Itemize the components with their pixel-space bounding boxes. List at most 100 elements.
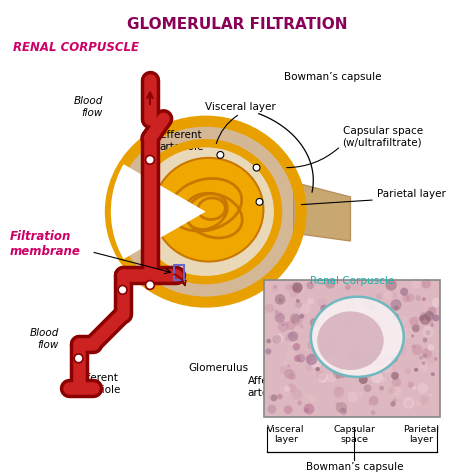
Circle shape [291, 282, 299, 291]
Circle shape [363, 313, 369, 319]
Circle shape [425, 347, 429, 351]
Circle shape [374, 321, 382, 329]
Circle shape [310, 339, 320, 350]
Circle shape [408, 382, 414, 388]
Text: Capsular space
(w/ultrafiltrate): Capsular space (w/ultrafiltrate) [343, 126, 423, 147]
Circle shape [322, 313, 329, 320]
Circle shape [381, 362, 392, 373]
Circle shape [274, 334, 283, 343]
Text: RENAL CORPUSCLE: RENAL CORPUSCLE [13, 40, 139, 54]
Circle shape [293, 288, 300, 295]
Circle shape [284, 386, 290, 392]
Circle shape [282, 323, 285, 326]
Circle shape [306, 393, 312, 400]
Circle shape [345, 284, 351, 290]
Circle shape [310, 356, 322, 368]
Text: Afferent
arteriole: Afferent arteriole [247, 376, 292, 398]
Circle shape [383, 360, 395, 371]
Circle shape [406, 293, 414, 302]
Circle shape [326, 349, 335, 358]
Circle shape [361, 329, 367, 336]
Ellipse shape [133, 143, 278, 280]
Circle shape [291, 338, 295, 343]
Circle shape [325, 278, 335, 289]
Circle shape [419, 356, 423, 360]
Circle shape [292, 389, 302, 400]
Circle shape [430, 323, 434, 327]
Circle shape [392, 318, 401, 326]
Circle shape [146, 281, 155, 290]
Circle shape [369, 333, 375, 339]
Circle shape [300, 325, 303, 328]
Circle shape [265, 304, 274, 313]
Circle shape [290, 313, 300, 323]
Circle shape [323, 346, 333, 356]
Circle shape [330, 337, 333, 340]
Circle shape [362, 325, 367, 330]
Circle shape [379, 386, 384, 391]
Ellipse shape [110, 121, 301, 302]
Circle shape [359, 375, 368, 384]
Circle shape [307, 282, 314, 289]
Circle shape [381, 377, 386, 382]
Circle shape [287, 337, 296, 345]
Text: Visceral
layer: Visceral layer [267, 425, 305, 444]
Circle shape [217, 152, 224, 158]
Circle shape [403, 328, 413, 338]
Circle shape [391, 372, 399, 380]
Circle shape [419, 316, 424, 321]
Circle shape [383, 305, 390, 312]
Circle shape [292, 343, 300, 351]
Circle shape [318, 373, 328, 383]
Circle shape [406, 329, 412, 336]
Circle shape [415, 295, 421, 301]
Bar [264, 280, 440, 417]
Circle shape [364, 358, 372, 366]
Circle shape [428, 307, 437, 316]
Circle shape [339, 408, 346, 415]
Circle shape [267, 395, 272, 400]
Circle shape [411, 344, 416, 349]
Circle shape [300, 314, 304, 319]
Circle shape [418, 383, 428, 393]
Circle shape [277, 394, 283, 400]
Circle shape [405, 368, 411, 374]
Circle shape [359, 392, 363, 396]
Circle shape [330, 327, 334, 331]
Circle shape [323, 349, 326, 352]
Circle shape [409, 317, 419, 326]
Circle shape [415, 401, 421, 406]
Circle shape [402, 295, 410, 302]
Circle shape [376, 293, 383, 300]
Circle shape [321, 282, 325, 285]
Circle shape [303, 403, 314, 414]
Circle shape [328, 350, 338, 359]
Circle shape [350, 280, 361, 291]
Circle shape [427, 354, 437, 364]
Circle shape [378, 351, 387, 359]
Circle shape [428, 318, 434, 324]
Circle shape [426, 330, 431, 335]
Circle shape [274, 310, 278, 313]
Circle shape [336, 402, 347, 413]
Circle shape [364, 384, 372, 392]
Ellipse shape [311, 297, 404, 377]
Circle shape [424, 311, 434, 321]
Circle shape [389, 387, 395, 393]
Circle shape [354, 330, 364, 340]
Circle shape [398, 346, 407, 355]
Circle shape [296, 299, 300, 303]
Circle shape [275, 310, 282, 318]
Circle shape [412, 345, 422, 355]
Circle shape [369, 304, 376, 311]
Circle shape [371, 410, 375, 415]
Circle shape [403, 397, 415, 409]
Circle shape [423, 300, 430, 307]
Circle shape [307, 298, 314, 305]
Circle shape [280, 385, 291, 396]
Circle shape [306, 364, 312, 371]
Circle shape [350, 401, 354, 405]
Circle shape [390, 291, 397, 299]
Text: GLOMERULAR FILTRATION: GLOMERULAR FILTRATION [127, 17, 347, 32]
Circle shape [292, 283, 303, 293]
